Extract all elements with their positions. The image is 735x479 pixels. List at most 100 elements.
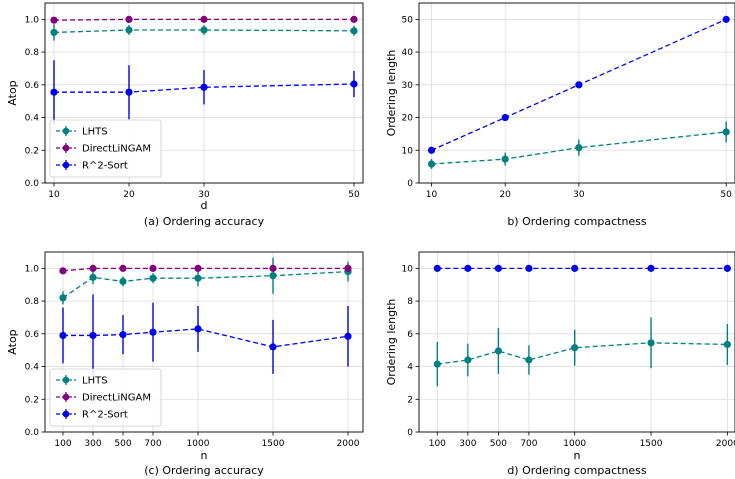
- x-axis-label: n: [201, 449, 208, 462]
- series-DirectLiNGAM: [50, 15, 358, 24]
- data-point: [50, 88, 58, 96]
- panel-caption: d) Ordering compactness: [507, 464, 647, 477]
- series-line: [437, 342, 728, 365]
- y-tick-label: 0.8: [25, 297, 40, 307]
- y-tick-label: 1.0: [25, 264, 40, 274]
- x-axis-label: n: [574, 449, 581, 462]
- data-point: [89, 273, 97, 281]
- data-point: [194, 274, 202, 282]
- data-point: [723, 264, 731, 272]
- legend-label: R^2-Sort: [82, 161, 128, 172]
- legend-label: DirectLiNGAM: [82, 144, 151, 155]
- y-axis-label: Ordering length: [385, 50, 398, 137]
- data-point: [89, 331, 97, 340]
- data-point: [269, 343, 277, 351]
- data-point: [89, 264, 97, 272]
- data-point: [525, 264, 533, 272]
- data-point: [433, 264, 441, 272]
- series-R^2-Sort: [59, 294, 352, 377]
- data-point: [571, 264, 579, 272]
- y-tick-label: 0.0: [25, 179, 40, 189]
- y-tick-label: 0.4: [25, 114, 40, 124]
- legend-marker: [62, 393, 70, 401]
- legend-label: LHTS: [82, 376, 108, 387]
- legend-marker: [62, 410, 70, 418]
- legend-box: [49, 119, 162, 178]
- data-point: [501, 155, 509, 163]
- series-line: [431, 131, 727, 165]
- y-tick-label: 0.6: [25, 81, 40, 91]
- y-axis-label: Ordering length: [385, 299, 398, 386]
- y-tick-label: 1.0: [25, 15, 40, 25]
- series-LHTS: [50, 24, 358, 41]
- axes-frame: [418, 251, 735, 433]
- y-tick-label: 0: [407, 179, 413, 189]
- data-point: [50, 16, 58, 24]
- y-tick-label: 50: [402, 15, 414, 25]
- data-point: [119, 277, 127, 286]
- x-axis-label: d: [201, 199, 208, 212]
- chart-panel-3: 100 300 500 700 1000 1500 2000 0 2 4 6 8 10 n Ordering…: [385, 251, 735, 477]
- panel-caption: (a) Ordering accuracy: [144, 215, 265, 228]
- legend-marker: [62, 144, 70, 152]
- series-R^2-Sort: [433, 264, 731, 272]
- data-point: [194, 264, 202, 272]
- y-tick-label: 0.4: [25, 363, 40, 373]
- x-tick-label: 10: [48, 190, 60, 200]
- x-tick-label: 30: [573, 190, 585, 200]
- legend-label: DirectLiNGAM: [82, 393, 151, 404]
- data-point: [575, 81, 583, 89]
- legend-label: R^2-Sort: [82, 410, 128, 421]
- series-line: [53, 18, 354, 21]
- data-point: [269, 264, 277, 272]
- series-LHTS: [427, 121, 730, 169]
- x-tick-label: 500: [490, 439, 507, 449]
- data-point: [125, 26, 133, 34]
- data-point: [525, 356, 533, 364]
- y-tick-label: 40: [402, 48, 414, 58]
- data-point: [59, 267, 67, 275]
- y-tick-label: 0.0: [25, 428, 40, 438]
- x-tick-label: 700: [520, 439, 537, 449]
- x-tick-label: 1000: [187, 439, 210, 449]
- y-tick-label: 8: [407, 297, 413, 307]
- legend-label: LHTS: [82, 127, 108, 138]
- series-line: [431, 18, 727, 151]
- series-line: [54, 83, 355, 93]
- series-R^2-Sort: [50, 60, 358, 125]
- x-tick-label: 20: [123, 190, 135, 200]
- y-tick-label: 10: [402, 146, 414, 156]
- data-point: [575, 144, 583, 152]
- legend-marker: [62, 127, 70, 135]
- data-point: [50, 28, 58, 37]
- series-DirectLiNGAM: [59, 264, 352, 275]
- chart-panel-1: 10 20 30 50 0 10 20 30 40 50 Ordering length b) Ord…: [385, 2, 735, 228]
- x-tick-label: 1500: [262, 439, 285, 449]
- panel-caption: b) Ordering compactness: [507, 215, 647, 228]
- x-tick-label: 20: [499, 190, 511, 200]
- y-axis-label: Atop: [6, 329, 19, 354]
- data-point: [269, 272, 277, 280]
- x-tick-label: 30: [198, 190, 210, 200]
- data-point: [125, 15, 133, 23]
- y-tick-label: 20: [402, 114, 414, 124]
- chart-panel-2: 100 300 500 700 1000 1500 2000 0.0 0.2 0.4 0.6 0.8 1…: [6, 251, 364, 477]
- axes-frame: [418, 2, 735, 184]
- data-point: [344, 264, 352, 272]
- legend-box: [49, 368, 162, 427]
- y-tick-label: 0.2: [25, 146, 39, 156]
- y-tick-label: 0.8: [25, 48, 40, 58]
- data-point: [647, 264, 655, 272]
- axes-frame: [44, 251, 364, 433]
- x-tick-label: 300: [84, 439, 101, 449]
- y-axis-label: Atop: [6, 80, 19, 105]
- data-point: [125, 88, 133, 96]
- series-LHTS: [433, 317, 731, 387]
- x-tick-label: 100: [54, 439, 71, 449]
- data-point: [200, 83, 208, 91]
- data-point: [350, 27, 358, 35]
- data-point: [464, 264, 472, 272]
- series-R^2-Sort: [427, 15, 730, 154]
- x-tick-label: 100: [429, 439, 446, 449]
